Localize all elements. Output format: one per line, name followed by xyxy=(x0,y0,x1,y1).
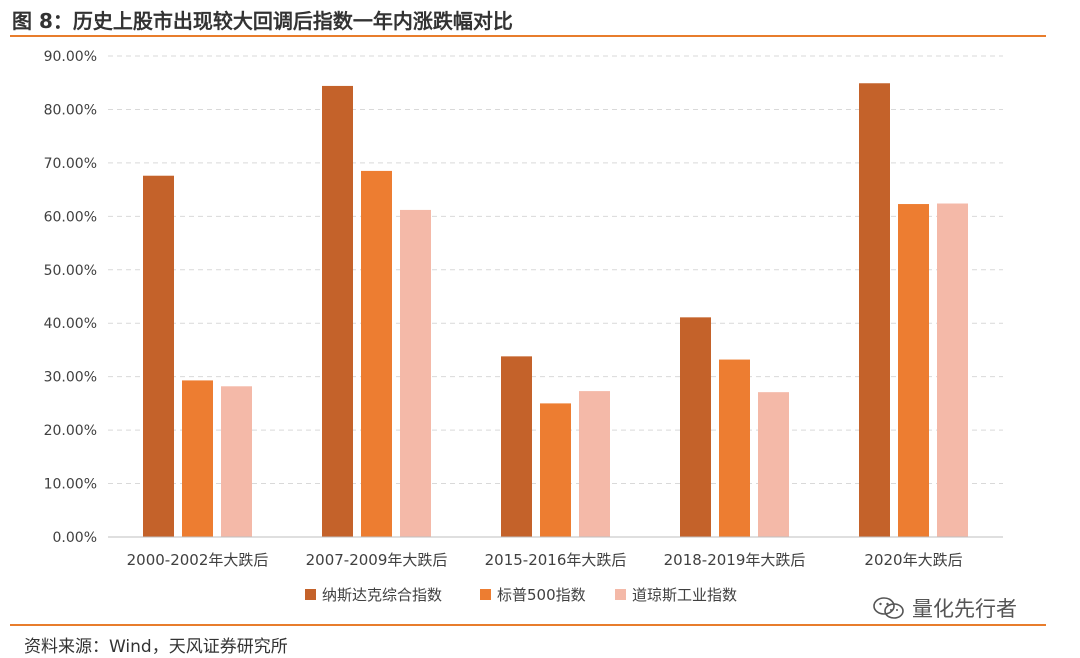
bar-2-1 xyxy=(182,380,213,537)
bar-1-1 xyxy=(143,175,174,537)
bar-1-5 xyxy=(859,83,890,538)
y-tick-label: 70.00% xyxy=(44,156,97,172)
bar-1-4 xyxy=(680,317,711,537)
y-tick-label: 40.00% xyxy=(44,316,97,332)
x-tick-label: 2018-2019年大跌后 xyxy=(664,551,806,569)
footer-divider xyxy=(10,624,1046,626)
bar-chart: 0.00% 10.00% 20.00% 30.00% 40.00% 50.00% 60.00… xyxy=(44,49,1003,604)
y-tick-label: 60.00% xyxy=(44,209,97,225)
title-divider xyxy=(10,35,1046,37)
bar-3-3 xyxy=(579,391,610,537)
legend-swatch xyxy=(480,589,491,600)
wechat-icon xyxy=(873,597,904,619)
y-tick-label: 90.00% xyxy=(44,49,97,65)
legend: 纳斯达克综合指数 标普500指数 道琼斯工业指数 xyxy=(305,586,737,604)
x-tick-label: 2007-2009年大跌后 xyxy=(306,551,448,569)
x-tick-label: 2015-2016年大跌后 xyxy=(485,551,627,569)
legend-label: 标普500指数 xyxy=(497,586,586,604)
bar-2-2 xyxy=(361,170,392,537)
bar-1-3 xyxy=(501,356,532,537)
figure-title: 图 8：历史上股市出现较大回调后指数一年内涨跌幅对比 xyxy=(12,9,513,33)
bar-3-2 xyxy=(400,209,431,538)
legend-swatch xyxy=(305,589,316,600)
legend-swatch xyxy=(615,589,626,600)
bars xyxy=(143,83,968,538)
y-tick-label: 50.00% xyxy=(44,263,97,279)
y-tick-label: 0.00% xyxy=(53,530,97,546)
source-note: 资料来源：Wind，天风证券研究所 xyxy=(24,637,288,657)
y-tick-label: 10.00% xyxy=(44,477,97,493)
bar-2-4 xyxy=(719,359,750,537)
watermark: 量化先行者 xyxy=(872,593,1017,623)
bar-3-5 xyxy=(937,203,968,538)
y-tick-label: 80.00% xyxy=(44,102,97,118)
bar-3-4 xyxy=(758,392,789,537)
x-tick-label: 2020年大跌后 xyxy=(864,551,962,569)
legend-label: 道琼斯工业指数 xyxy=(632,586,737,604)
watermark-text: 量化先行者 xyxy=(912,597,1017,621)
axes: 0.00% 10.00% 20.00% 30.00% 40.00% 50.00% 60.00… xyxy=(44,49,1003,569)
bar-2-5 xyxy=(898,204,929,537)
bar-2-3 xyxy=(540,403,571,537)
bar-1-2 xyxy=(322,85,353,537)
y-tick-label: 30.00% xyxy=(44,370,97,386)
legend-label: 纳斯达克综合指数 xyxy=(322,586,442,604)
bar-3-1 xyxy=(221,386,252,537)
x-tick-label: 2000-2002年大跌后 xyxy=(127,551,269,569)
y-tick-label: 20.00% xyxy=(44,423,97,439)
